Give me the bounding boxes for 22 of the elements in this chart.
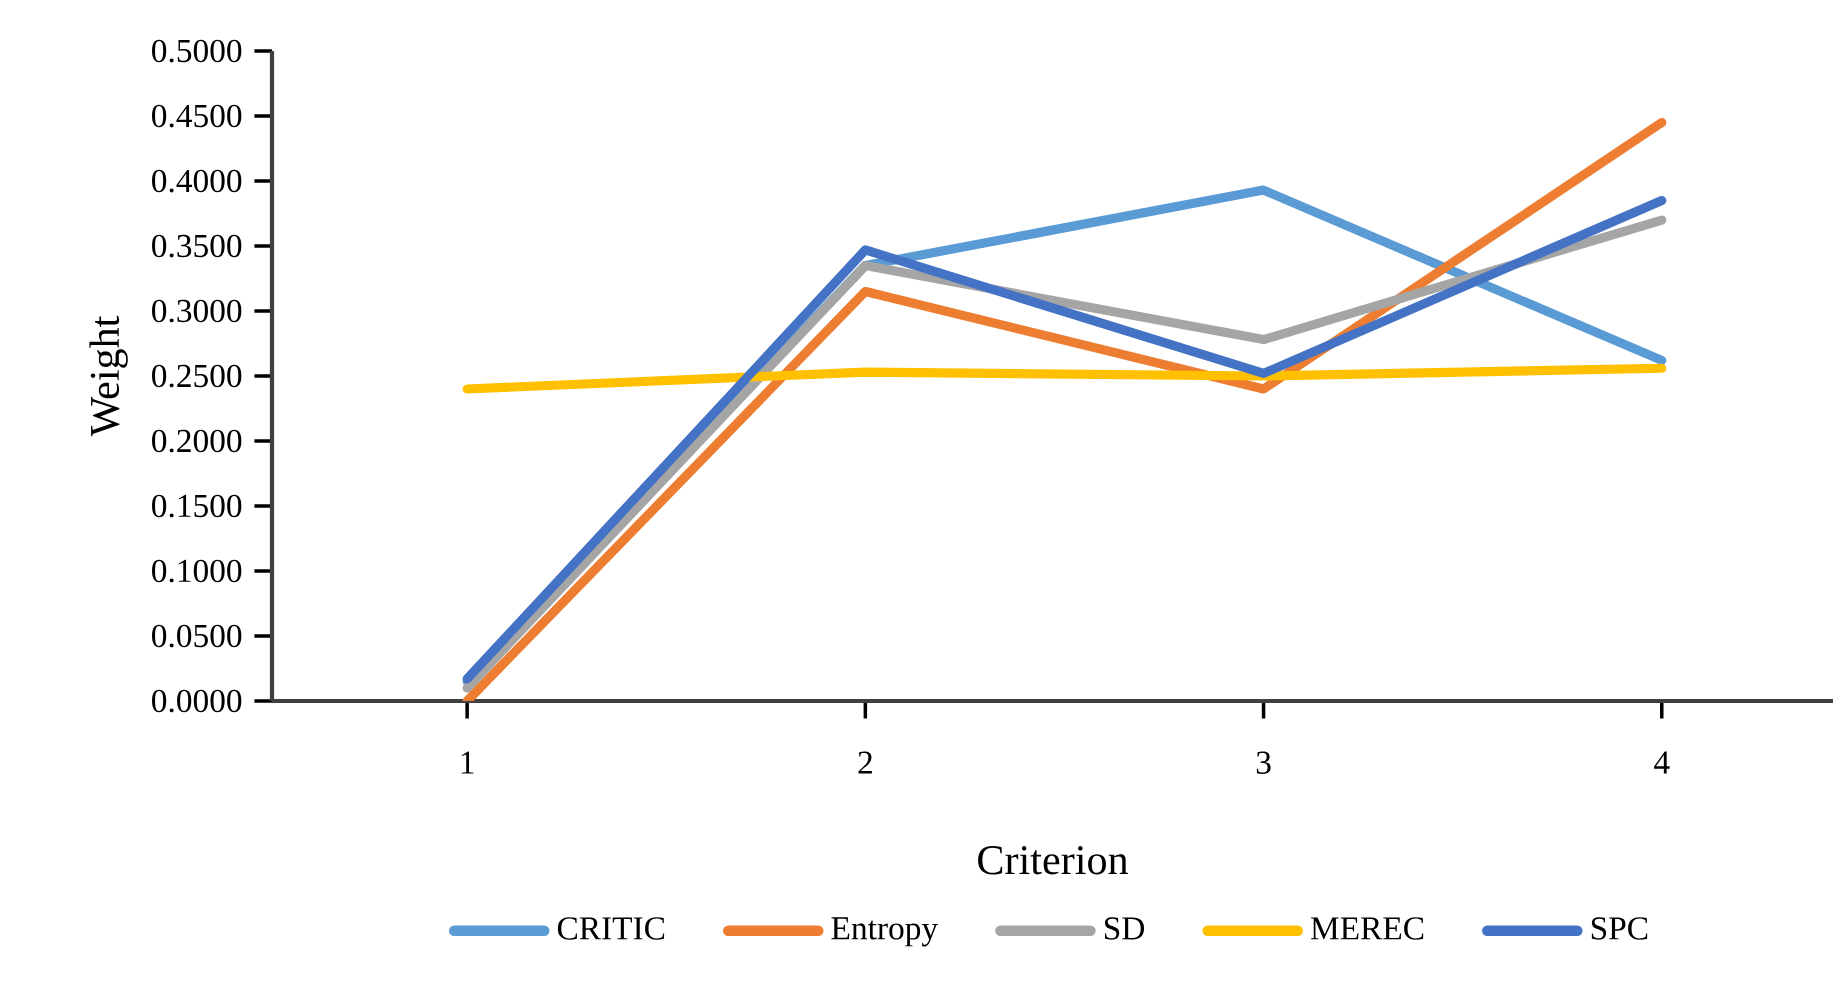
y-tick-label: 0.0500 (152, 624, 242, 648)
y-tick-label: 0.3500 (152, 234, 242, 258)
legend-label: SPC (1591, 917, 1648, 940)
legend-label: CRITIC (557, 917, 665, 940)
y-tick-label: 0.0000 (152, 689, 242, 713)
x-tick-label: 4 (1654, 751, 1670, 774)
y-tick-label: 0.1500 (152, 494, 242, 518)
x-tick-label: 3 (1256, 751, 1271, 774)
y-tick-label: 0.5000 (152, 39, 242, 63)
y-axis-title: Weight (89, 315, 128, 437)
y-tick-label: 0.2500 (152, 364, 242, 388)
y-tick-label: 0.2000 (152, 429, 242, 453)
legend-label: SD (1104, 917, 1145, 940)
x-tick-label: 2 (858, 751, 872, 774)
y-tick-label: 0.3000 (152, 299, 242, 323)
x-tick-label: 1 (461, 751, 474, 774)
y-tick-label: 0.1000 (152, 559, 242, 583)
legend-label: MEREC (1310, 917, 1424, 940)
x-axis-title: Criterion (978, 846, 1129, 875)
legend-label: Entropy (831, 917, 939, 947)
y-tick-label: 0.4500 (152, 104, 242, 128)
y-tick-label: 0.4000 (152, 169, 242, 193)
